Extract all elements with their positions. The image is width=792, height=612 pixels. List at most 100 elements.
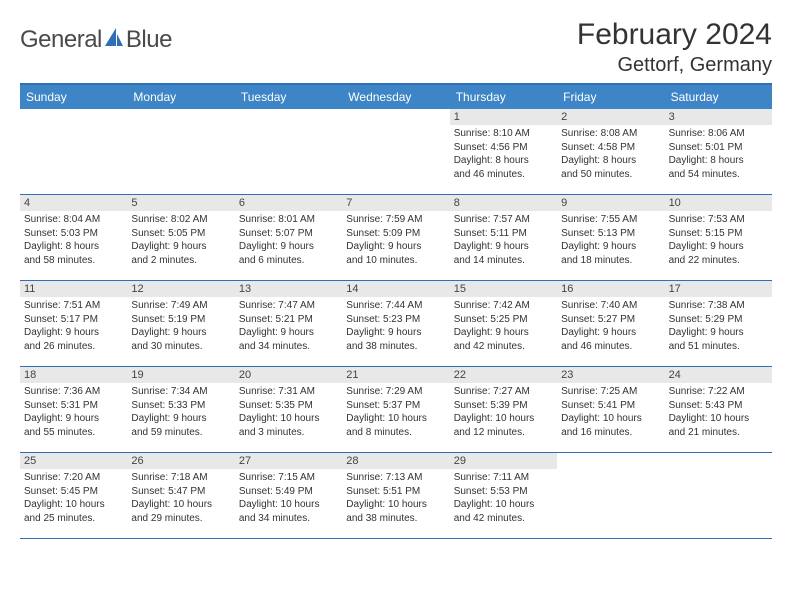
sunrise-line: Sunrise: 7:34 AM xyxy=(131,385,230,399)
day-cell: 26Sunrise: 7:18 AMSunset: 5:47 PMDayligh… xyxy=(127,453,234,538)
sunrise-line: Sunrise: 7:11 AM xyxy=(454,471,553,485)
day-number: 15 xyxy=(450,281,557,297)
day-number: 16 xyxy=(557,281,664,297)
day-cell: 14 Sunrise: 7:44 AMSunset: 5:23 PMDayligh… xyxy=(342,281,449,366)
sunset-line: Sunset: 5:25 PM xyxy=(454,313,553,327)
daylight-line: Daylight: 9 hours xyxy=(239,326,338,340)
day-details: Sunrise: 8:04 AMSunset: 5:03 PMDaylight:… xyxy=(24,213,123,267)
sunset-line: Sunset: 5:19 PM xyxy=(131,313,230,327)
day-number: 14 xyxy=(342,281,449,297)
daylight-line: and 34 minutes. xyxy=(239,512,338,526)
sunrise-line: Sunrise: 7:44 AM xyxy=(346,299,445,313)
day-number: 2 xyxy=(557,109,664,125)
day-cell: 20Sunrise: 7:31 AMSunset: 5:35 PMDayligh… xyxy=(235,367,342,452)
sunrise-line: Sunrise: 7:40 AM xyxy=(561,299,660,313)
daylight-line: and 42 minutes. xyxy=(454,512,553,526)
sunset-line: Sunset: 5:21 PM xyxy=(239,313,338,327)
day-details: Sunrise: 7:27 AMSunset: 5:39 PMDaylight:… xyxy=(454,385,553,439)
daylight-line: and 58 minutes. xyxy=(24,254,123,268)
day-header: Friday xyxy=(557,85,664,109)
daylight-line: Daylight: 10 hours xyxy=(561,412,660,426)
day-number: 20 xyxy=(235,367,342,383)
day-number: 4 xyxy=(20,195,127,211)
daylight-line: Daylight: 9 hours xyxy=(454,240,553,254)
header: General Blue February 2024 Gettorf, Germ… xyxy=(20,18,772,77)
sunrise-line: Sunrise: 8:10 AM xyxy=(454,127,553,141)
logo: General Blue xyxy=(20,26,172,54)
sunset-line: Sunset: 5:13 PM xyxy=(561,227,660,241)
logo-text-blue: Blue xyxy=(126,26,172,54)
sunset-line: Sunset: 5:29 PM xyxy=(669,313,768,327)
day-number: 23 xyxy=(557,367,664,383)
day-number: 24 xyxy=(665,367,772,383)
sunset-line: Sunset: 5:39 PM xyxy=(454,399,553,413)
daylight-line: Daylight: 8 hours xyxy=(24,240,123,254)
day-number: 25 xyxy=(20,453,127,469)
day-details: Sunrise: 8:01 AMSunset: 5:07 PMDaylight:… xyxy=(239,213,338,267)
day-number: 10 xyxy=(665,195,772,211)
day-details: Sunrise: 7:20 AMSunset: 5:45 PMDaylight:… xyxy=(24,471,123,525)
day-details: Sunrise: 7:53 AMSunset: 5:15 PMDaylight:… xyxy=(669,213,768,267)
day-cell: 16 Sunrise: 7:40 AMSunset: 5:27 PMDayligh… xyxy=(557,281,664,366)
sunrise-line: Sunrise: 8:01 AM xyxy=(239,213,338,227)
daylight-line: Daylight: 10 hours xyxy=(346,412,445,426)
month-title: February 2024 xyxy=(577,18,772,52)
day-details: Sunrise: 8:06 AMSunset: 5:01 PMDaylight:… xyxy=(669,127,768,181)
daylight-line: Daylight: 10 hours xyxy=(669,412,768,426)
day-cell: 18Sunrise: 7:36 AMSunset: 5:31 PMDayligh… xyxy=(20,367,127,452)
daylight-line: Daylight: 9 hours xyxy=(346,240,445,254)
sunrise-line: Sunrise: 7:36 AM xyxy=(24,385,123,399)
day-number: 18 xyxy=(20,367,127,383)
sunrise-line: Sunrise: 8:02 AM xyxy=(131,213,230,227)
day-details: Sunrise: 7:51 AMSunset: 5:17 PMDaylight:… xyxy=(24,299,123,353)
day-number: 11 xyxy=(20,281,127,297)
sunset-line: Sunset: 5:53 PM xyxy=(454,485,553,499)
day-headers-row: Sunday Monday Tuesday Wednesday Thursday… xyxy=(20,85,772,109)
day-cell: 22 Sunrise: 7:27 AMSunset: 5:39 PMDayligh… xyxy=(450,367,557,452)
daylight-line: Daylight: 10 hours xyxy=(239,498,338,512)
day-cell: 28Sunrise: 7:13 AMSunset: 5:51 PMDayligh… xyxy=(342,453,449,538)
day-cell: 9Sunrise: 7:55 AMSunset: 5:13 PMDaylight… xyxy=(557,195,664,280)
daylight-line: and 54 minutes. xyxy=(669,168,768,182)
sunset-line: Sunset: 5:51 PM xyxy=(346,485,445,499)
day-number: 3 xyxy=(665,109,772,125)
day-number: 22 xyxy=(450,367,557,383)
day-details: Sunrise: 7:57 AMSunset: 5:11 PMDaylight:… xyxy=(454,213,553,267)
sunrise-line: Sunrise: 7:53 AM xyxy=(669,213,768,227)
sunset-line: Sunset: 5:01 PM xyxy=(669,141,768,155)
weeks-container: 1Sunrise: 8:10 AMSunset: 4:56 PMDaylight… xyxy=(20,109,772,539)
day-cell xyxy=(665,453,772,538)
sunset-line: Sunset: 5:37 PM xyxy=(346,399,445,413)
day-number: 7 xyxy=(342,195,449,211)
daylight-line: Daylight: 10 hours xyxy=(346,498,445,512)
sunrise-line: Sunrise: 7:22 AM xyxy=(669,385,768,399)
day-number: 28 xyxy=(342,453,449,469)
day-details: Sunrise: 7:42 AMSunset: 5:25 PMDaylight:… xyxy=(454,299,553,353)
sunset-line: Sunset: 5:41 PM xyxy=(561,399,660,413)
daylight-line: and 22 minutes. xyxy=(669,254,768,268)
sunset-line: Sunset: 4:58 PM xyxy=(561,141,660,155)
day-cell: 29Sunrise: 7:11 AMSunset: 5:53 PMDayligh… xyxy=(450,453,557,538)
day-number: 1 xyxy=(450,109,557,125)
daylight-line: and 18 minutes. xyxy=(561,254,660,268)
day-cell: 19Sunrise: 7:34 AMSunset: 5:33 PMDayligh… xyxy=(127,367,234,452)
day-header: Tuesday xyxy=(235,85,342,109)
day-cell xyxy=(235,109,342,194)
daylight-line: Daylight: 9 hours xyxy=(669,240,768,254)
sunrise-line: Sunrise: 7:18 AM xyxy=(131,471,230,485)
sunset-line: Sunset: 5:31 PM xyxy=(24,399,123,413)
day-cell: 8Sunrise: 7:57 AMSunset: 5:11 PMDaylight… xyxy=(450,195,557,280)
day-number: 9 xyxy=(557,195,664,211)
sunrise-line: Sunrise: 7:38 AM xyxy=(669,299,768,313)
daylight-line: Daylight: 9 hours xyxy=(346,326,445,340)
sunset-line: Sunset: 5:15 PM xyxy=(669,227,768,241)
daylight-line: and 16 minutes. xyxy=(561,426,660,440)
day-details: Sunrise: 7:44 AMSunset: 5:23 PMDaylight:… xyxy=(346,299,445,353)
sunset-line: Sunset: 5:03 PM xyxy=(24,227,123,241)
daylight-line: Daylight: 8 hours xyxy=(669,154,768,168)
day-details: Sunrise: 7:40 AMSunset: 5:27 PMDaylight:… xyxy=(561,299,660,353)
daylight-line: and 50 minutes. xyxy=(561,168,660,182)
day-details: Sunrise: 7:38 AMSunset: 5:29 PMDaylight:… xyxy=(669,299,768,353)
day-header: Monday xyxy=(127,85,234,109)
daylight-line: Daylight: 9 hours xyxy=(239,240,338,254)
